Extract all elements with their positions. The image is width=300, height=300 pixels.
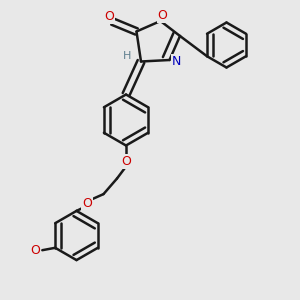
Text: O: O <box>158 9 167 22</box>
Text: N: N <box>171 55 181 68</box>
Text: O: O <box>121 155 131 168</box>
Text: O: O <box>82 197 92 210</box>
Text: O: O <box>104 10 114 23</box>
Text: H: H <box>123 51 132 61</box>
Text: O: O <box>30 244 40 257</box>
